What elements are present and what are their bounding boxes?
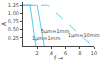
svg-text:4: 4 — [50, 50, 53, 56]
svg-text:5µm=1mm: 5µm=1mm — [41, 28, 69, 35]
svg-text:0.50: 0.50 — [8, 26, 19, 32]
svg-text:10: 10 — [91, 50, 97, 56]
svg-text:0.75: 0.75 — [8, 18, 19, 24]
svg-text:1µm=1mm: 1µm=1mm — [32, 35, 60, 42]
svg-text:f →: f → — [54, 54, 63, 61]
svg-text:0.25: 0.25 — [8, 35, 19, 41]
svg-text:1.25: 1.25 — [8, 2, 19, 8]
svg-text:6: 6 — [64, 50, 67, 56]
svg-text:1.00: 1.00 — [8, 10, 19, 16]
svg-text:8: 8 — [78, 50, 81, 56]
svg-text:2: 2 — [36, 50, 39, 56]
svg-text:A: A — [0, 21, 7, 26]
svg-text:1µm=10mm: 1µm=10mm — [68, 32, 100, 39]
